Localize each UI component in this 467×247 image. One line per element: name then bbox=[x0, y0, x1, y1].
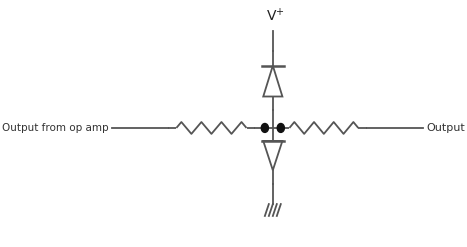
Circle shape bbox=[261, 124, 269, 132]
Text: +: + bbox=[275, 7, 283, 17]
Text: V: V bbox=[267, 9, 276, 23]
Text: Output from op amp: Output from op amp bbox=[2, 123, 109, 133]
Circle shape bbox=[277, 124, 284, 132]
Text: Output: Output bbox=[426, 123, 465, 133]
